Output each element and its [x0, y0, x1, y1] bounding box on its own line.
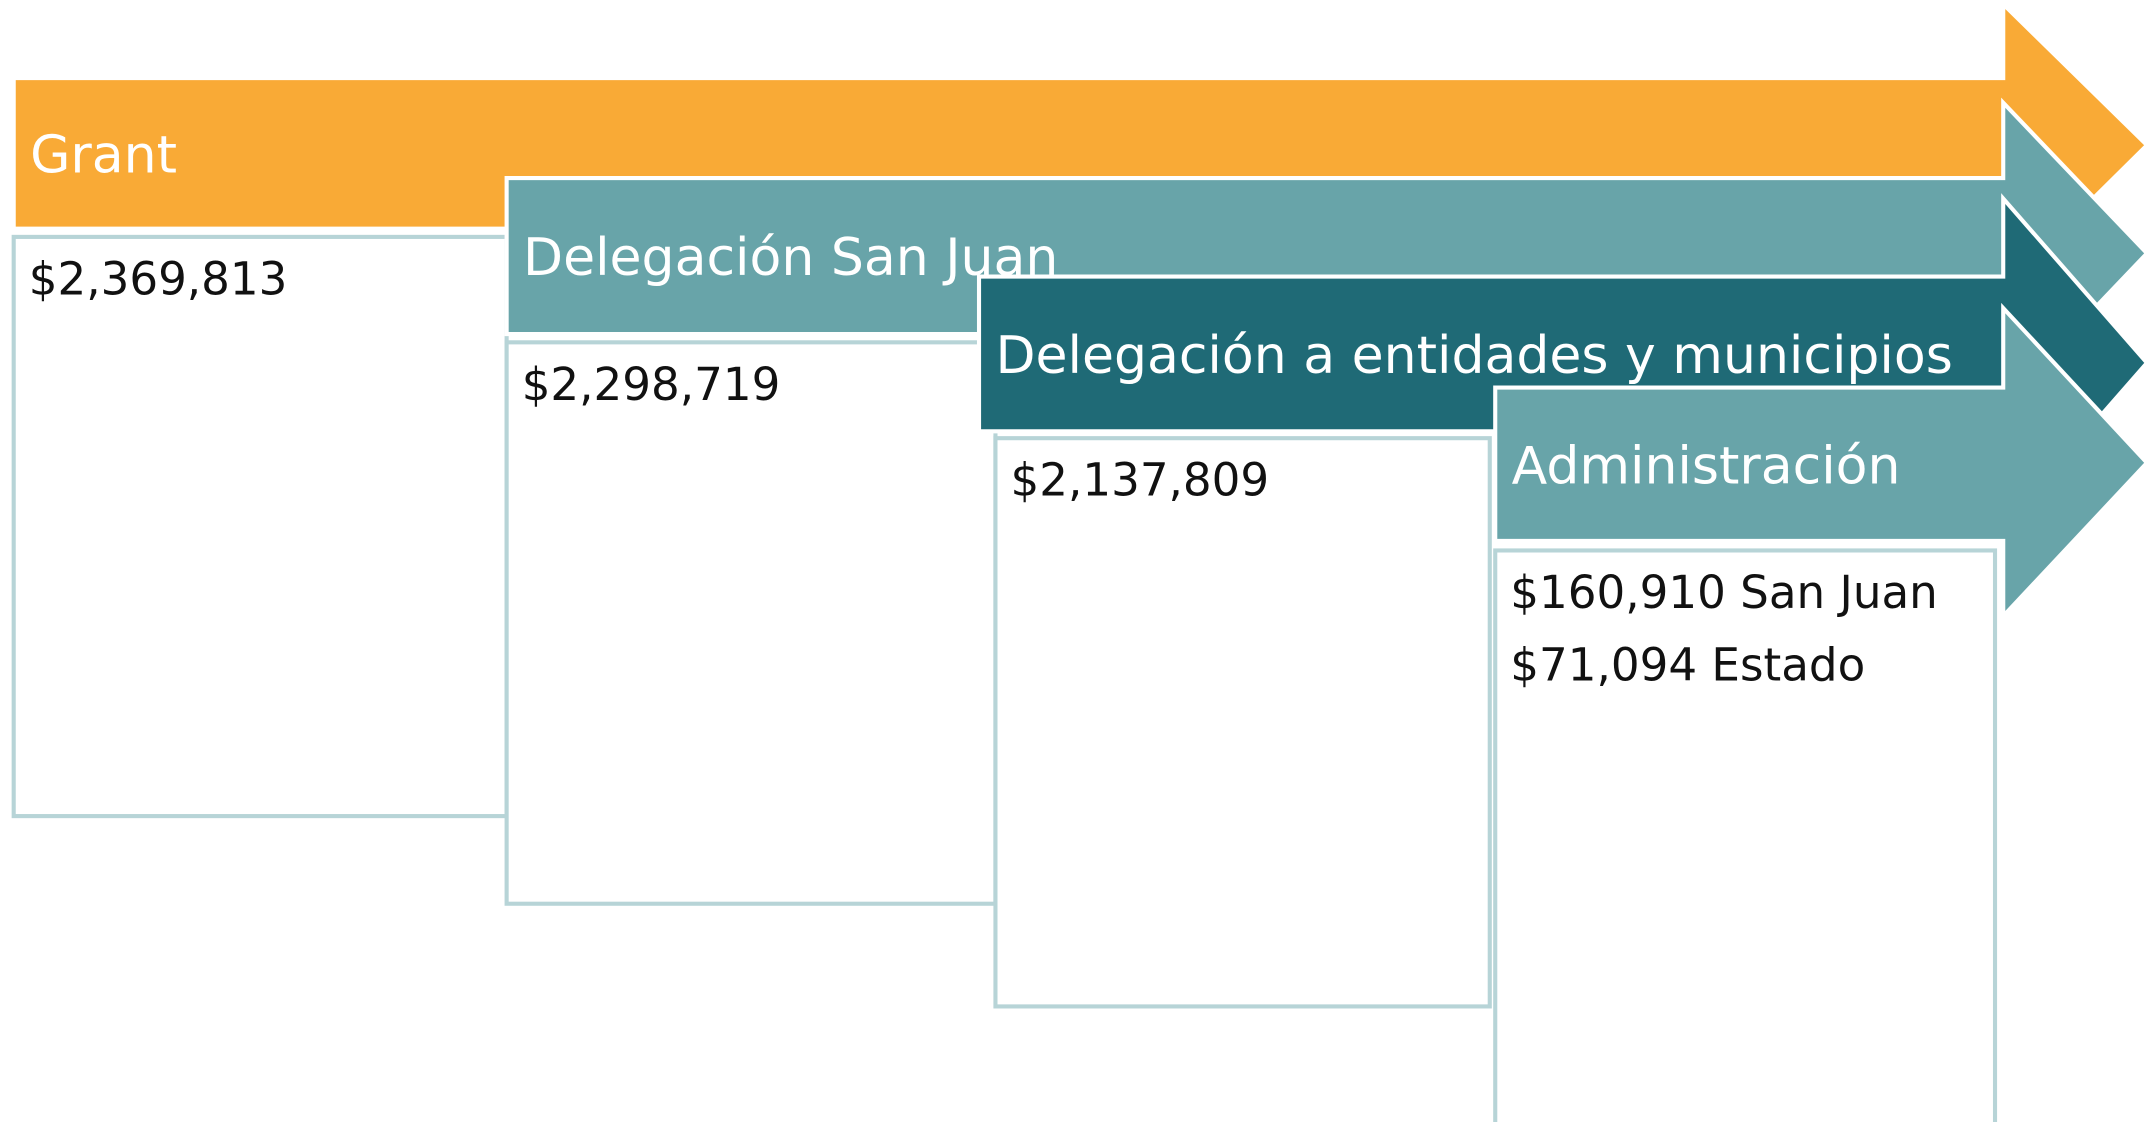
step-title: Administración: [1512, 436, 1901, 496]
step-box: [993, 436, 1492, 1009]
step-amount: $2,137,809: [1011, 454, 1270, 507]
step-amount: $71,094 Estado: [1510, 639, 1865, 692]
step-box: [504, 340, 998, 906]
step-amount: $160,910 San Juan: [1510, 566, 1938, 619]
step-title: Grant: [30, 126, 177, 186]
step-title: Delegación San Juan: [523, 228, 1058, 288]
step-arrow: [1493, 302, 2147, 622]
step-amount: $2,369,813: [29, 252, 288, 305]
step-box: [11, 234, 509, 819]
step-amount: $2,298,719: [522, 358, 781, 411]
step-title: Delegación a entidades y municipios: [995, 326, 1952, 386]
step-box: [1493, 548, 1998, 1122]
